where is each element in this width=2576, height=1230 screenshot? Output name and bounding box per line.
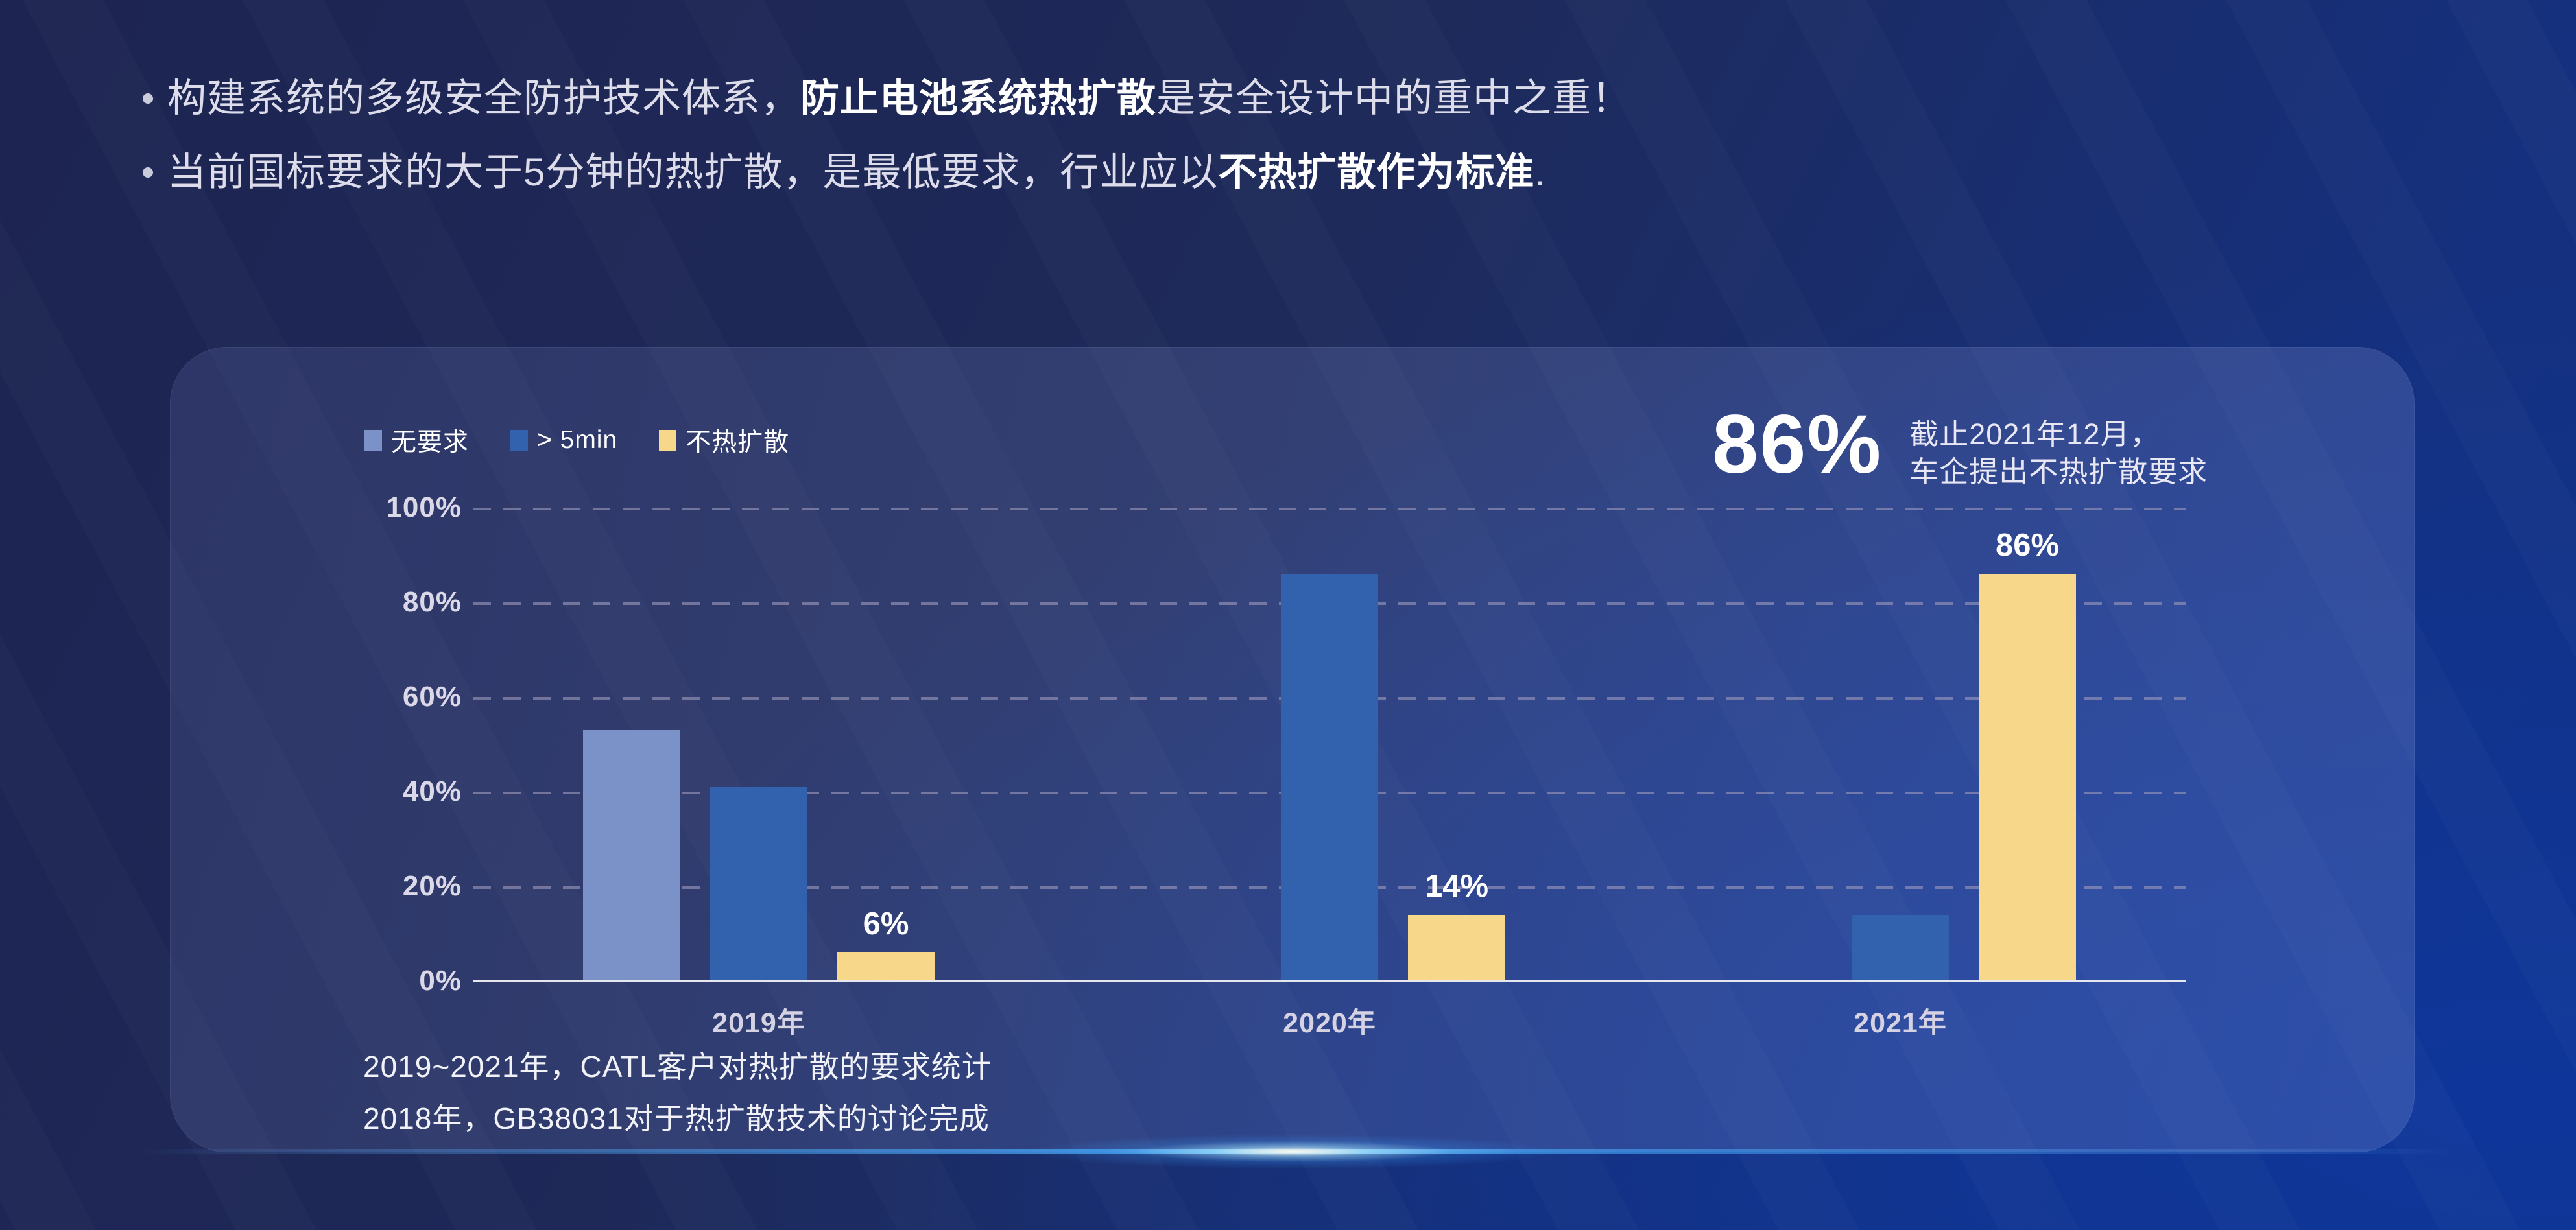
y-axis-labels: 100% 80% 60% 40% 20% 0% (267, 491, 462, 997)
x-axis-label: 2021年 (1854, 1008, 1947, 1039)
highlight-value: 86% (1712, 398, 1883, 491)
legend-swatch (510, 430, 529, 451)
footnote-1: 2019~2021年，CATL客户对热扩散的要求统计 (363, 1050, 992, 1083)
bar: 14% (1408, 869, 1505, 981)
bullet-text-1: 构建系统的多级安全防护技术体系，防止电池系统热扩散是安全设计中的重中之重！ (167, 77, 1631, 120)
x-axis-label: 2020年 (1283, 1008, 1376, 1039)
category-group: 86% (1615, 508, 2186, 981)
y-tick-label: 20% (402, 870, 462, 902)
gridline (473, 508, 2186, 510)
footnotes: 2019~2021年，CATL客户对热扩散的要求统计 2018年，GB38031… (363, 1048, 992, 1137)
bar-value-label: 14% (1424, 868, 1489, 904)
y-tick-label: 40% (402, 775, 462, 807)
y-tick-label: 80% (402, 586, 462, 618)
bar-slot (710, 508, 807, 981)
x-axis-label: 2019年 (712, 1008, 805, 1039)
x-axis-labels: 2019年 2020年 2021年 (473, 1000, 2186, 1041)
bar-slot: 86% (1979, 508, 2076, 981)
bar-slot: 6% (837, 508, 935, 981)
bar (1852, 914, 1949, 981)
bar: 6% (837, 906, 935, 981)
legend-item: 无要求 (364, 422, 469, 458)
bullet-marker (143, 167, 153, 178)
x-axis-line (473, 980, 2186, 982)
legend-label: > 5min (537, 426, 618, 454)
plot-area: 6% 14% 86% (473, 508, 2186, 982)
bar-groups: 6% 14% 86% (473, 508, 2186, 981)
bullet-item-2: 当前国标要求的大于5分钟的热扩散，是最低要求，行业应以不热扩散作为标准. (143, 150, 1631, 195)
y-tick-label: 60% (402, 681, 462, 713)
bar (583, 730, 680, 981)
y-tick-label: 100% (386, 491, 462, 523)
bar: 86% (1979, 528, 2076, 981)
legend-item: 不热扩散 (659, 422, 789, 458)
chart-legend: 无要求 > 5min 不热扩散 (364, 422, 789, 458)
footnote-2: 2018年，GB38031对于热扩散技术的讨论完成 (363, 1102, 990, 1135)
bar-slot (1852, 508, 1949, 981)
legend-item: > 5min (510, 426, 617, 455)
bullet-item-1: 构建系统的多级安全防护技术体系，防止电池系统热扩散是安全设计中的重中之重！ (143, 77, 1631, 121)
bar-slot (1281, 508, 1378, 981)
highlight-desc-line1: 截止2021年12月， (1909, 418, 2160, 451)
panel-bottom-flare (1026, 1134, 1558, 1169)
category-group: 14% (1044, 508, 1615, 981)
bar-slot: 14% (1408, 508, 1505, 981)
legend-label: 不热扩散 (686, 429, 790, 456)
bar-slot (1724, 508, 1822, 981)
bullet-list: 构建系统的多级安全防护技术体系，防止电池系统热扩散是安全设计中的重中之重！ 当前… (143, 77, 1631, 195)
bar (710, 786, 807, 981)
bar-slot (1154, 508, 1251, 981)
category-group: 6% (473, 508, 1044, 981)
legend-swatch (364, 430, 382, 451)
bar (1281, 574, 1378, 981)
highlight-callout: 86% 截止2021年12月， 车企提出不热扩散要求 (1712, 401, 2208, 491)
bar-value-label: 6% (863, 906, 909, 942)
highlight-desc-line2: 车企提出不热扩散要求 (1909, 455, 2208, 488)
bar-slot (583, 508, 680, 981)
legend-swatch (659, 430, 677, 451)
y-tick-label: 0% (419, 965, 462, 997)
legend-label: 无要求 (391, 429, 470, 456)
highlight-description: 截止2021年12月， 车企提出不热扩散要求 (1909, 401, 2208, 491)
bullet-text-2: 当前国标要求的大于5分钟的热扩散，是最低要求，行业应以不热扩散作为标准. (167, 150, 1547, 194)
bullet-marker (143, 93, 153, 104)
bar-value-label: 86% (1995, 528, 2060, 563)
chart-panel: 无要求 > 5min 不热扩散 86% 截止2021年12月， 车企提出不热扩散要求… (131, 347, 2453, 1169)
